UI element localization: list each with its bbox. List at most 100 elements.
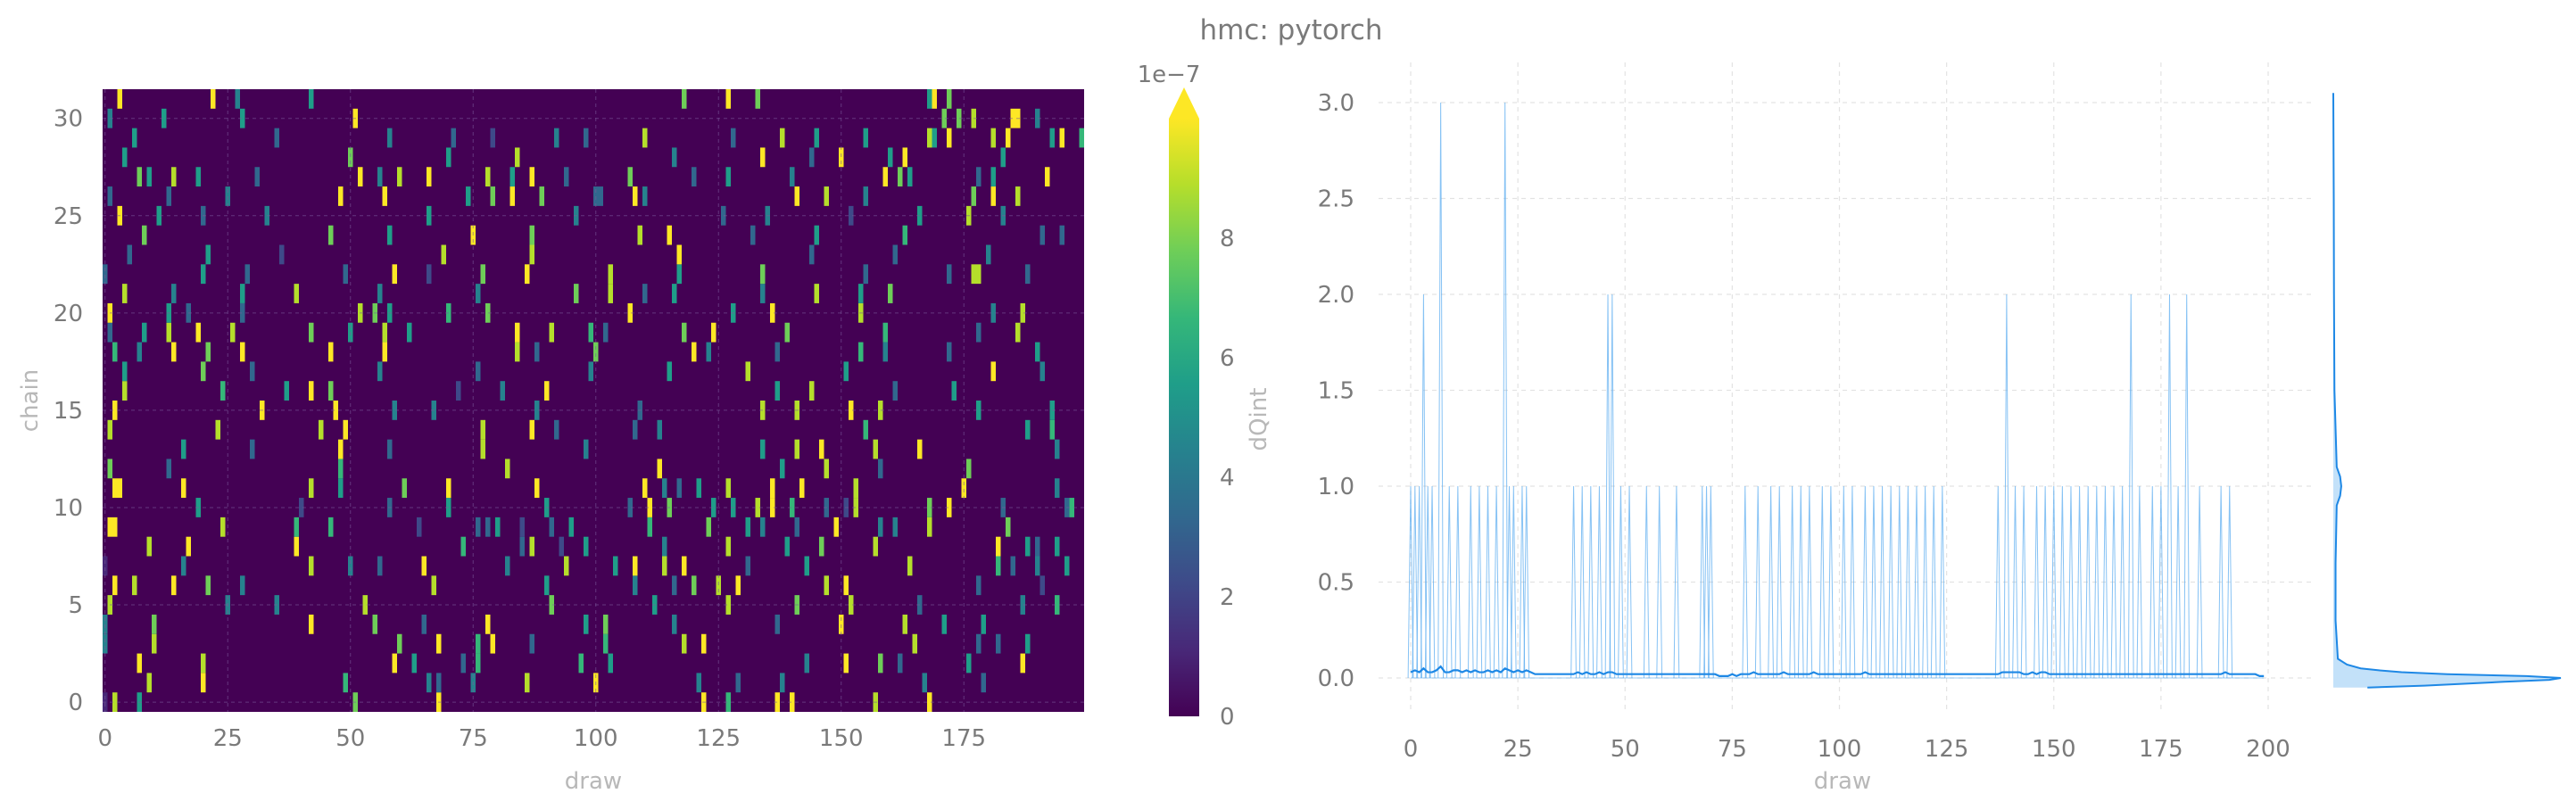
heatmap-cell bbox=[784, 322, 790, 343]
heatmap-cell bbox=[760, 517, 766, 537]
heatmap-cell bbox=[225, 186, 230, 206]
heatmap-cell bbox=[397, 633, 402, 654]
heatmap-cell bbox=[427, 205, 432, 226]
heatmap-y-axis-label: chain bbox=[17, 369, 44, 432]
heatmap-cell bbox=[244, 264, 250, 285]
heatmap-cell bbox=[490, 186, 495, 206]
line-chart-spike bbox=[1818, 485, 1826, 679]
heatmap-cell bbox=[927, 498, 932, 517]
heatmap-cell bbox=[907, 167, 913, 187]
heatmap-cell bbox=[947, 264, 952, 285]
heatmap-cell bbox=[333, 401, 338, 420]
heatmap-cell bbox=[505, 459, 510, 479]
heatmap-cell bbox=[990, 302, 996, 323]
line-chart-x-tick-label: 25 bbox=[1503, 736, 1533, 763]
heatmap-cell bbox=[515, 322, 520, 343]
heatmap-cell bbox=[103, 264, 108, 285]
line-chart-spike bbox=[1922, 485, 1928, 679]
heatmap-cell bbox=[682, 89, 687, 109]
heatmap-cell bbox=[328, 225, 334, 245]
heatmap-cell bbox=[509, 186, 515, 206]
heatmap-cell bbox=[309, 89, 314, 109]
heatmap-cell bbox=[902, 147, 907, 168]
line-chart-spike bbox=[1879, 485, 1885, 679]
line-chart-spike bbox=[1429, 485, 1436, 679]
heatmap-cell bbox=[137, 342, 142, 362]
heatmap-cell bbox=[122, 381, 128, 401]
marginal-density-curve bbox=[2332, 93, 2562, 689]
heatmap-cell bbox=[682, 322, 687, 343]
heatmap-cell bbox=[319, 419, 324, 440]
heatmap-cell bbox=[849, 595, 854, 615]
heatmap-cell bbox=[112, 517, 118, 537]
heatmap-cell bbox=[990, 167, 996, 187]
heatmap-cell bbox=[112, 692, 118, 712]
heatmap-cell bbox=[696, 673, 701, 693]
line-chart-spike bbox=[1618, 485, 1624, 679]
heatmap-cell bbox=[117, 478, 122, 499]
heatmap-cell bbox=[706, 342, 711, 362]
heatmap-cell bbox=[814, 225, 819, 245]
heatmap-cell bbox=[358, 167, 363, 187]
heatmap-cell bbox=[294, 517, 299, 537]
heatmap-cell bbox=[578, 653, 584, 674]
heatmap-cell bbox=[328, 517, 334, 537]
heatmap-cell bbox=[534, 478, 540, 499]
heatmap-cell bbox=[990, 128, 996, 148]
heatmap-cell bbox=[338, 439, 344, 459]
heatmap-cell bbox=[205, 342, 211, 362]
line-chart-spike bbox=[2217, 485, 2224, 679]
heatmap-cell bbox=[971, 264, 976, 285]
heatmap-cell bbox=[902, 225, 907, 245]
heatmap-cell bbox=[784, 536, 790, 557]
heatmap-cell bbox=[554, 128, 559, 148]
line-chart-spike bbox=[2058, 485, 2066, 679]
heatmap-x-tick-label: 0 bbox=[97, 725, 112, 752]
heatmap-cell bbox=[986, 244, 991, 265]
line-chart-x-tick-label: 200 bbox=[2246, 736, 2290, 763]
heatmap-cell bbox=[672, 147, 677, 168]
heatmap-cell bbox=[804, 556, 809, 576]
heatmap-cell bbox=[849, 205, 854, 226]
heatmap-cell bbox=[633, 186, 638, 206]
heatmap-y-tick-label: 30 bbox=[54, 106, 83, 133]
heatmap-cell bbox=[898, 167, 903, 187]
heatmap-cell bbox=[103, 614, 108, 634]
line-chart-x-tick-label: 125 bbox=[1925, 736, 1969, 763]
heatmap-cell bbox=[230, 322, 236, 343]
line-chart-spike bbox=[1506, 485, 1512, 679]
heatmap-cell bbox=[564, 167, 569, 187]
heatmap-cell bbox=[927, 89, 932, 109]
heatmap-cell bbox=[564, 556, 569, 576]
heatmap-cell bbox=[534, 342, 540, 362]
line-chart-spike bbox=[1604, 293, 1611, 679]
colorbar-tick-label: 2 bbox=[1220, 584, 1235, 611]
heatmap-cell bbox=[254, 167, 260, 187]
heatmap-cell bbox=[377, 361, 383, 382]
heatmap-cell bbox=[441, 244, 446, 265]
heatmap-cell bbox=[519, 536, 525, 557]
heatmap-cell bbox=[544, 575, 550, 596]
heatmap-x-axis-label: draw bbox=[565, 768, 622, 795]
heatmap-cell bbox=[725, 692, 731, 712]
heatmap-cell bbox=[990, 186, 996, 206]
heatmap-cell bbox=[112, 575, 118, 596]
heatmap-cell bbox=[1020, 595, 1025, 615]
heatmap-cell bbox=[431, 575, 436, 596]
heatmap-cell bbox=[898, 653, 903, 674]
heatmap-cell bbox=[112, 342, 118, 362]
heatmap-cell bbox=[205, 244, 211, 265]
heatmap-cell bbox=[171, 575, 177, 596]
heatmap-cell bbox=[976, 401, 982, 420]
heatmap-cell bbox=[338, 186, 344, 206]
heatmap-cell bbox=[240, 575, 245, 596]
line-chart-spike bbox=[1887, 485, 1894, 679]
heatmap-cell bbox=[382, 342, 387, 362]
heatmap-cell bbox=[1025, 633, 1031, 654]
heatmap-cell bbox=[843, 361, 849, 382]
heatmap-cell bbox=[509, 167, 515, 187]
heatmap-cell bbox=[633, 575, 638, 596]
heatmap-cell bbox=[181, 478, 186, 499]
heatmap-cell bbox=[902, 614, 907, 634]
heatmap-cell bbox=[888, 284, 893, 303]
